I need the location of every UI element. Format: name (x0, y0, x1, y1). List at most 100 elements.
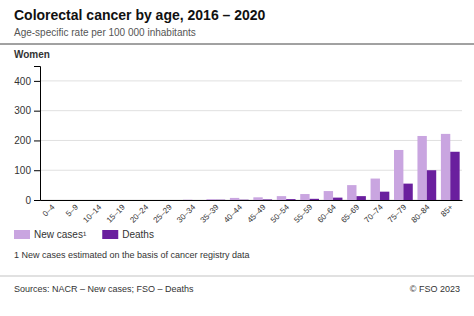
plot: 01002003004000–45–910–1415–1920–2425–293… (14, 67, 462, 225)
tick-label: 200 (14, 135, 31, 146)
tick-mark (34, 111, 40, 112)
tick: 55–59 (292, 202, 314, 224)
tick-label: 400 (14, 76, 31, 87)
tick-mark (34, 170, 40, 171)
tick: 65–69 (339, 202, 361, 224)
y-axis: 0 100 200 300 400 (14, 67, 40, 206)
tick-label: 45–49 (245, 202, 267, 224)
tick-mark (34, 140, 40, 141)
grid-line (40, 80, 462, 81)
tick: 50–54 (269, 202, 291, 224)
tick: 0–4 (41, 202, 57, 218)
bars (183, 134, 460, 200)
bar (324, 191, 333, 200)
tick: 25–29 (152, 202, 174, 224)
tick-label: 10–14 (81, 202, 103, 224)
tick: 60–64 (316, 202, 338, 224)
tick: 300 (14, 105, 40, 116)
tick-label: 60–64 (316, 202, 338, 224)
legend-item: New cases¹ (14, 229, 87, 240)
legend: New cases¹ Deaths (14, 229, 154, 240)
bar (286, 199, 295, 200)
section-label: Women (14, 49, 50, 60)
tick-label: 0 (25, 195, 31, 206)
footnote: 1 New cases estimated on the basis of ca… (14, 250, 250, 260)
bar (146, 200, 155, 201)
bar (357, 196, 366, 200)
tick-mark (34, 81, 40, 82)
bar (216, 199, 225, 200)
tick: 40–44 (222, 202, 244, 224)
bar (450, 152, 459, 200)
tick: 200 (14, 135, 40, 146)
bar (371, 179, 380, 200)
axis-line (41, 200, 463, 201)
tick-label: 0–4 (41, 202, 57, 218)
bar (192, 200, 201, 201)
tick: 10–14 (81, 202, 103, 224)
bar (253, 197, 262, 200)
tick-label: 35–39 (199, 202, 221, 224)
tick-label: 300 (14, 105, 31, 116)
legend-label: New cases¹ (34, 229, 87, 240)
tick-label: 25–29 (152, 202, 174, 224)
bar (441, 134, 450, 200)
subtitle: Age-specific rate per 100 000 inhabitant… (14, 27, 196, 38)
copyright: © FSO 2023 (410, 284, 460, 294)
bar (169, 200, 178, 201)
bar (99, 200, 108, 201)
tick-label: 70–74 (363, 202, 385, 224)
tick: 70–74 (363, 202, 385, 224)
bar (160, 200, 169, 201)
tick: 80–84 (410, 202, 432, 224)
tick: 35–39 (199, 202, 221, 224)
bar (333, 198, 342, 200)
grid (40, 81, 462, 200)
tick: 100 (14, 165, 40, 176)
bar (263, 199, 272, 200)
bar (394, 150, 403, 200)
tick: 85+ (439, 202, 455, 218)
bar (403, 184, 412, 200)
bar (42, 200, 51, 201)
series (183, 134, 450, 200)
separator (0, 44, 474, 45)
legend-swatch (102, 230, 118, 239)
tick-label: 65–69 (339, 202, 361, 224)
tick-label: 30–34 (175, 202, 197, 224)
legend-swatch (14, 230, 30, 239)
tick: 400 (14, 76, 40, 87)
legend-label: Deaths (122, 229, 154, 240)
grid-line (40, 110, 462, 111)
tick-label: 15–19 (105, 202, 127, 224)
bar (380, 192, 389, 200)
source: Sources: NACR – New cases; FSO – Deaths (14, 284, 194, 294)
axis-line (34, 67, 41, 201)
tick-label: 40–44 (222, 202, 244, 224)
title: Colorectal cancer by age, 2016 – 2020 (14, 7, 266, 23)
bar (300, 194, 309, 200)
separator (0, 276, 474, 277)
bar (183, 199, 192, 200)
tick-label: 80–84 (410, 202, 432, 224)
chart: Colorectal cancer by age, 2016 – 2020 Age… (0, 0, 474, 316)
bar (347, 185, 356, 200)
tick: 15–19 (105, 202, 127, 224)
tick-label: 55–59 (292, 202, 314, 224)
bar (230, 198, 239, 200)
legend-item: Deaths (102, 229, 154, 240)
bar (122, 200, 131, 201)
tick-label: 50–54 (269, 202, 291, 224)
tick: 75–79 (386, 202, 408, 224)
bar (66, 200, 75, 201)
tick-label: 5–9 (64, 202, 80, 218)
bar (239, 199, 248, 200)
bar (310, 199, 319, 200)
tick-label: 75–79 (386, 202, 408, 224)
tick: 0 (25, 195, 40, 206)
tick-label: 100 (14, 165, 31, 176)
bar (52, 200, 61, 201)
tick-mark (34, 200, 40, 201)
tick: 5–9 (64, 202, 80, 218)
tick-label: 85+ (439, 202, 455, 218)
